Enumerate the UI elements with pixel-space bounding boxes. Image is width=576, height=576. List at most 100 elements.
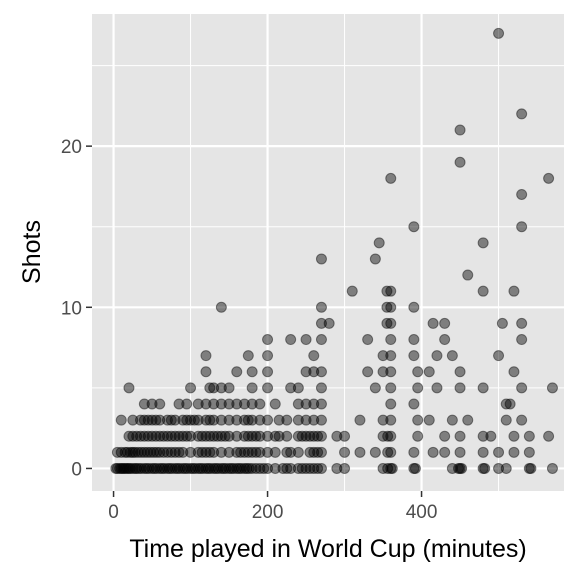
data-point <box>385 398 397 410</box>
data-point <box>114 462 126 474</box>
data-point <box>148 446 160 458</box>
data-point <box>212 462 224 474</box>
data-point <box>200 446 212 458</box>
data-point <box>385 301 397 313</box>
data-point <box>254 446 266 458</box>
data-point <box>381 317 393 329</box>
data-point <box>408 446 420 458</box>
data-point <box>543 172 555 184</box>
data-point <box>339 462 351 474</box>
data-point <box>208 430 220 442</box>
data-point <box>246 446 258 458</box>
data-point <box>446 350 458 362</box>
data-point <box>208 398 220 410</box>
data-point <box>127 462 139 474</box>
data-point <box>111 462 123 474</box>
data-point <box>439 334 451 346</box>
data-point <box>123 430 135 442</box>
data-point <box>543 430 555 442</box>
data-point <box>385 462 397 474</box>
data-point <box>262 382 274 394</box>
data-point <box>456 462 468 474</box>
data-point <box>215 301 227 313</box>
data-point <box>165 414 177 426</box>
data-point <box>200 462 212 474</box>
data-point <box>200 414 212 426</box>
data-point <box>127 446 139 458</box>
data-point <box>185 414 197 426</box>
data-point <box>523 462 535 474</box>
data-point <box>312 462 324 474</box>
data-point <box>208 382 220 394</box>
data-point <box>210 462 222 474</box>
data-point <box>179 462 191 474</box>
data-point <box>269 398 281 410</box>
data-point <box>242 414 254 426</box>
data-point <box>169 430 181 442</box>
data-point <box>308 462 320 474</box>
data-point <box>258 462 270 474</box>
data-point <box>254 398 266 410</box>
data-point <box>192 430 204 442</box>
data-point <box>192 398 204 410</box>
data-point <box>308 446 320 458</box>
data-point <box>225 462 237 474</box>
data-point <box>304 462 316 474</box>
y-axis-title: Shots <box>18 220 46 284</box>
data-point <box>369 253 381 265</box>
grid-lines <box>92 14 564 491</box>
data-point <box>165 430 177 442</box>
data-point <box>412 430 424 442</box>
data-point <box>185 446 197 458</box>
data-point <box>135 414 147 426</box>
data-point <box>339 446 351 458</box>
x-axis-title: Time played in World Cup (minutes) <box>129 535 526 563</box>
data-point <box>285 446 297 458</box>
data-point <box>315 253 327 265</box>
data-point <box>362 366 374 378</box>
data-point <box>223 430 235 442</box>
data-point <box>381 301 393 313</box>
data-point <box>281 446 293 458</box>
data-point <box>269 446 281 458</box>
data-point <box>385 172 397 184</box>
data-point <box>373 237 385 249</box>
data-point <box>493 462 505 474</box>
data-point <box>132 446 144 458</box>
data-point <box>246 366 258 378</box>
data-point <box>181 430 193 442</box>
data-point <box>427 317 439 329</box>
data-point <box>377 350 389 362</box>
data-point <box>385 382 397 394</box>
data-point <box>204 382 216 394</box>
data-point <box>500 414 512 426</box>
data-point <box>262 414 274 426</box>
data-point <box>523 430 535 442</box>
data-point <box>315 430 327 442</box>
y-tick-label: 10 <box>61 298 82 319</box>
data-point <box>385 414 397 426</box>
data-point <box>315 317 327 329</box>
data-point <box>151 446 163 458</box>
data-point <box>223 414 235 426</box>
data-point <box>477 382 489 394</box>
data-point <box>127 414 139 426</box>
data-point <box>115 414 127 426</box>
data-point <box>238 414 250 426</box>
data-point <box>200 398 212 410</box>
data-point <box>200 350 212 362</box>
data-point <box>385 366 397 378</box>
data-point <box>508 285 520 297</box>
data-point <box>115 446 127 458</box>
data-point <box>304 446 316 458</box>
data-point <box>166 462 178 474</box>
data-point <box>508 446 520 458</box>
data-point <box>187 462 199 474</box>
data-point <box>215 462 227 474</box>
data-point <box>146 398 158 410</box>
data-point <box>181 462 193 474</box>
data-point <box>231 430 243 442</box>
data-point <box>164 462 176 474</box>
data-point <box>308 414 320 426</box>
data-point <box>254 462 266 474</box>
